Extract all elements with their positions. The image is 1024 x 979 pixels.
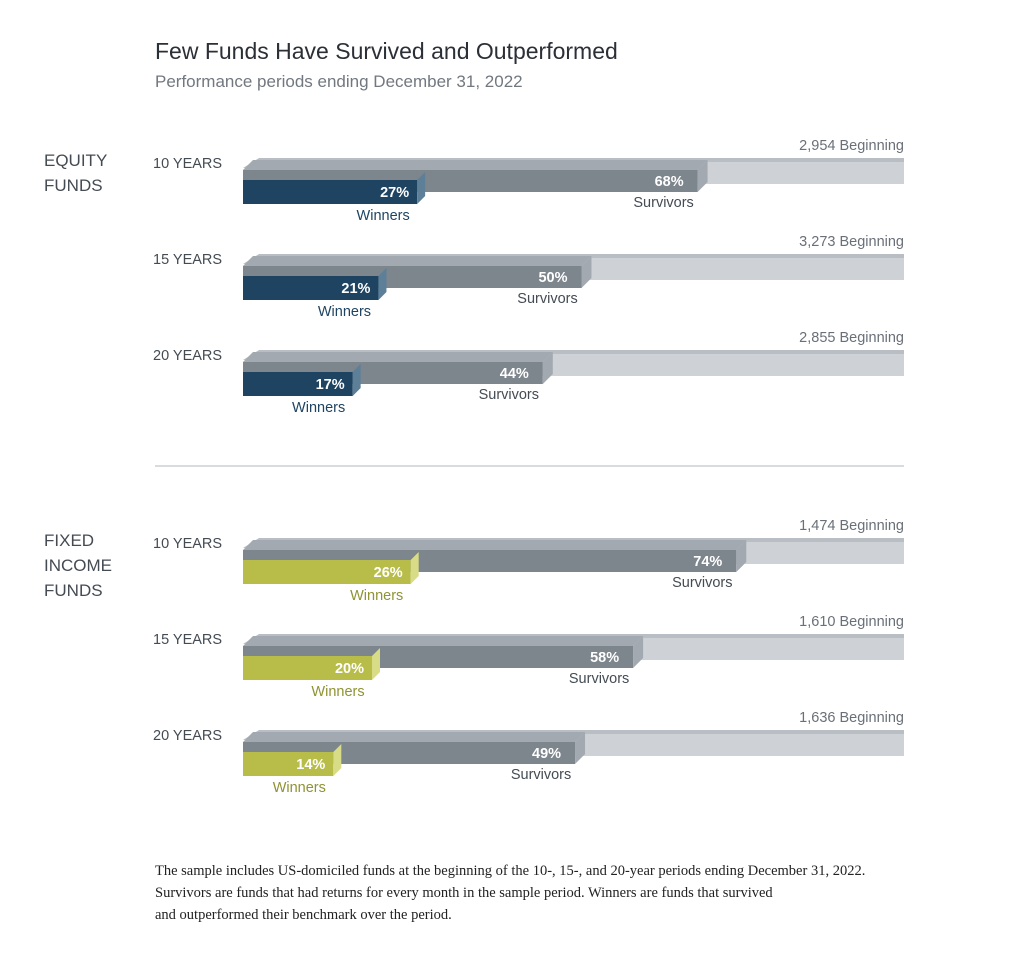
survivors-value-label: 68% [655, 174, 684, 190]
winners-bar [243, 372, 353, 396]
winners-bar [243, 560, 411, 584]
winners-label: Winners [350, 588, 403, 604]
beginning-label: 1,636 Beginning [799, 710, 904, 726]
group-label-line: FUNDS [44, 581, 103, 600]
period-label: 20 YEARS [153, 348, 222, 364]
beginning-label: 1,610 Beginning [799, 614, 904, 630]
survivors-bar-top [243, 256, 592, 266]
chart-area: EQUITY FUNDS 10 YEARS 2,954 Beginning 68% Sur… [44, 138, 904, 796]
winners-bar-side [333, 744, 342, 776]
footnote: The sample includes US-domiciled funds a… [155, 860, 915, 926]
period-label: 15 YEARS [153, 632, 222, 648]
winners-bar-side [417, 172, 426, 204]
survivors-bar-top [243, 352, 553, 362]
winners-label: Winners [357, 208, 410, 224]
beginning-label: 3,273 Beginning [799, 234, 904, 250]
winners-bar [243, 656, 372, 680]
winners-bar-side [410, 552, 419, 584]
survivors-label: Survivors [569, 671, 629, 687]
period-label: 10 YEARS [153, 536, 222, 552]
group-label-line: EQUITY [44, 151, 107, 170]
footnote-line: and outperformed their benchmark over th… [155, 907, 452, 923]
footnote-line: Survivors are funds that had returns for… [155, 885, 773, 901]
footnote-line: The sample includes US-domiciled funds a… [155, 863, 866, 879]
chart-title: Few Funds Have Survived and Outperformed [155, 38, 618, 64]
survivors-label: Survivors [517, 291, 577, 307]
winners-value-label: 21% [341, 281, 370, 297]
winners-value-label: 26% [374, 565, 403, 581]
beginning-label: 2,954 Beginning [799, 138, 904, 154]
winners-bar [243, 180, 418, 204]
winners-bar-side [378, 268, 387, 300]
survivors-bar-side [575, 732, 586, 764]
survivors-label: Survivors [672, 575, 732, 591]
survivors-label: Survivors [511, 767, 571, 783]
survivors-bar-top [243, 732, 586, 742]
chart-subtitle: Performance periods ending December 31, … [155, 72, 523, 91]
survivors-bar-side [542, 352, 553, 384]
survivors-bar-top [243, 540, 747, 550]
winners-label: Winners [318, 304, 371, 320]
survivors-value-label: 74% [693, 554, 722, 570]
winners-bar [243, 752, 334, 776]
survivors-label: Survivors [479, 387, 539, 403]
winners-label: Winners [273, 780, 326, 796]
survivors-value-label: 49% [532, 746, 561, 762]
survivors-bar-side [633, 636, 644, 668]
survivors-value-label: 50% [538, 270, 567, 286]
winners-value-label: 17% [316, 377, 345, 393]
period-label: 20 YEARS [153, 728, 222, 744]
survivors-bar-side [736, 540, 747, 572]
survivors-bar-side [581, 256, 592, 288]
winners-label: Winners [311, 684, 364, 700]
survivors-bar-top [243, 160, 708, 170]
period-label: 10 YEARS [153, 156, 222, 172]
beginning-label: 1,474 Beginning [799, 518, 904, 534]
survivors-value-label: 44% [500, 366, 529, 382]
winners-bar-side [372, 648, 380, 680]
winners-value-label: 20% [335, 661, 364, 677]
group-label-line: INCOME [44, 556, 112, 575]
winners-label: Winners [292, 400, 345, 416]
survivors-bar-side [697, 160, 708, 192]
winners-value-label: 27% [380, 185, 409, 201]
survivors-label: Survivors [633, 195, 693, 211]
group-label-line: FUNDS [44, 176, 103, 195]
group-label-line: FIXED [44, 531, 94, 550]
survivors-value-label: 58% [590, 650, 619, 666]
survivors-bar-top [243, 636, 644, 646]
winners-bar-side [352, 364, 361, 396]
winners-value-label: 14% [296, 757, 325, 773]
winners-bar [243, 276, 379, 300]
period-label: 15 YEARS [153, 252, 222, 268]
beginning-label: 2,855 Beginning [799, 330, 904, 346]
